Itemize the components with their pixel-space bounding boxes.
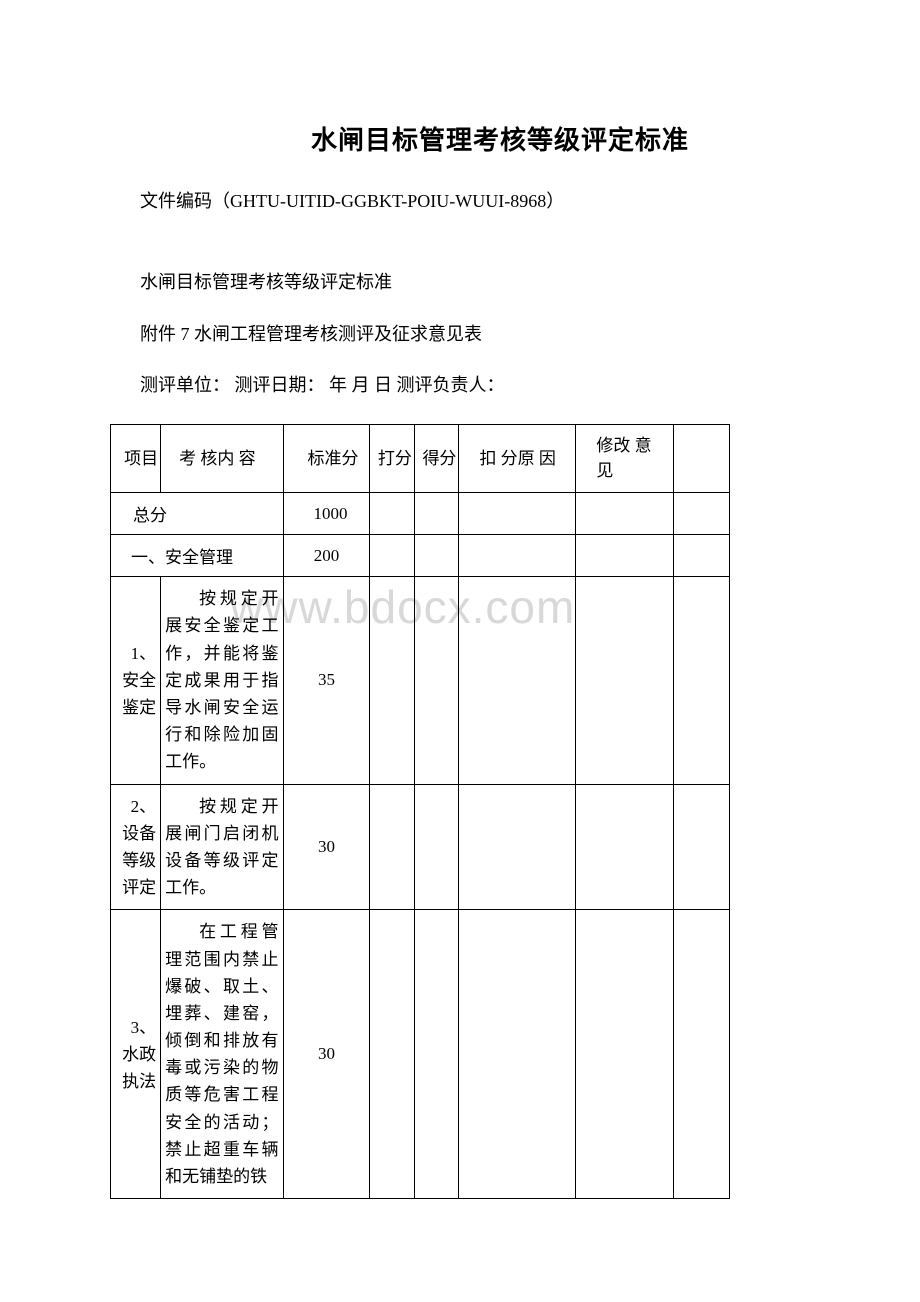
row-blank-2e — [674, 784, 730, 910]
row-content-3: 在工程管理范围内禁止爆破、取土、埋葬、建窑，倾倒和排放有毒或污染的物质等危害工程… — [161, 910, 283, 1199]
row-score-1: 35 — [283, 577, 370, 784]
row-content-1: 按规定开展安全鉴定工作，并能将鉴定成果用于指导水闸安全运行和除险加固工作。 — [161, 577, 283, 784]
row-score-2: 30 — [283, 784, 370, 910]
row-blank-3d — [576, 910, 674, 1199]
section-score: 200 — [283, 535, 370, 577]
row-blank-1a — [370, 577, 415, 784]
header-suggestion: 修改 意 见 — [576, 424, 674, 492]
header-deduct: 得分 — [414, 424, 459, 492]
document-title: 水闸目标管理考核等级评定标准 — [180, 120, 820, 157]
row-score-3: 30 — [283, 910, 370, 1199]
row-blank-3a — [370, 910, 415, 1199]
table-row: 2、设备等级评定 按规定开展闸门启闭机设备等级评定工作。 30 — [111, 784, 730, 910]
table-header-row: 项目 考 核内 容 标准分 打分 得分 扣 分原 因 修改 意 见 — [111, 424, 730, 492]
row-blank-3b — [414, 910, 459, 1199]
header-std-score: 标准分 — [283, 424, 370, 492]
header-content: 考 核内 容 — [161, 424, 283, 492]
row-blank-2c — [459, 784, 576, 910]
row-item-1: 1、安全鉴定 — [111, 577, 161, 784]
row-blank-2a — [370, 784, 415, 910]
subtitle-text: 水闸目标管理考核等级评定标准 — [140, 263, 820, 303]
row-blank-1b — [414, 577, 459, 784]
row-blank-3c — [459, 910, 576, 1199]
row-item-3: 3、水政执法 — [111, 910, 161, 1199]
row-content-2: 按规定开展闸门启闭机设备等级评定工作。 — [161, 784, 283, 910]
header-score: 打分 — [370, 424, 415, 492]
row-blank-3e — [674, 910, 730, 1199]
section-row: 一、安全管理 200 — [111, 535, 730, 577]
row-blank-2d — [576, 784, 674, 910]
total-score: 1000 — [283, 492, 370, 535]
row-blank-1c — [459, 577, 576, 784]
table-row: 3、水政执法 在工程管理范围内禁止爆破、取土、埋葬、建窑，倾倒和排放有毒或污染的… — [111, 910, 730, 1199]
section-blank-5 — [674, 535, 730, 577]
section-blank-2 — [414, 535, 459, 577]
document-code: 文件编码（GHTU-UITID-GGBKT-POIU-WUUI-8968） — [140, 187, 820, 213]
section-blank-4 — [576, 535, 674, 577]
section-label: 一、安全管理 — [111, 535, 284, 577]
row-item-2: 2、设备等级评定 — [111, 784, 161, 910]
section-blank-3 — [459, 535, 576, 577]
evaluation-table-container: 项目 考 核内 容 标准分 打分 得分 扣 分原 因 修改 意 见 总分 100… — [100, 424, 820, 1199]
total-blank-4 — [576, 492, 674, 535]
table-row: 1、安全鉴定 按规定开展安全鉴定工作，并能将鉴定成果用于指导水闸安全运行和除险加… — [111, 577, 730, 784]
row-blank-1e — [674, 577, 730, 784]
evaluation-table: 项目 考 核内 容 标准分 打分 得分 扣 分原 因 修改 意 见 总分 100… — [110, 424, 730, 1199]
total-blank-2 — [414, 492, 459, 535]
row-blank-1d — [576, 577, 674, 784]
section-blank-1 — [370, 535, 415, 577]
total-label: 总分 — [111, 492, 284, 535]
row-blank-2b — [414, 784, 459, 910]
header-project: 项目 — [111, 424, 161, 492]
header-reason: 扣 分原 因 — [459, 424, 576, 492]
total-blank-1 — [370, 492, 415, 535]
total-row: 总分 1000 — [111, 492, 730, 535]
meta-line-text: 测评单位： 测评日期： 年 月 日 测评负责人： — [140, 366, 820, 406]
attachment-text: 附件 7 水闸工程管理考核测评及征求意见表 — [140, 315, 820, 355]
total-blank-3 — [459, 492, 576, 535]
header-extra — [674, 424, 730, 492]
total-blank-5 — [674, 492, 730, 535]
